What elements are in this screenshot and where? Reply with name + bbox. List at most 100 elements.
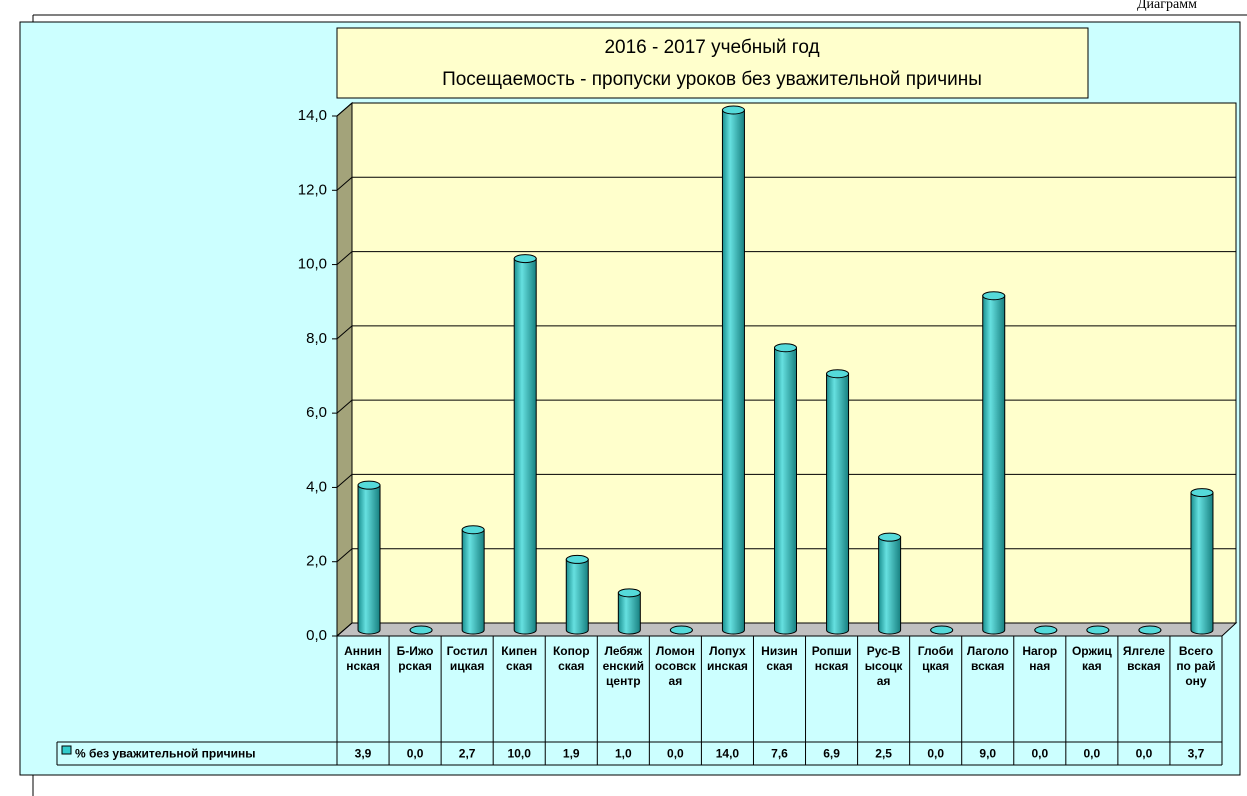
value-label: 0,0 <box>1084 747 1101 761</box>
value-label: 1,0 <box>615 747 632 761</box>
bar-top <box>1138 625 1162 635</box>
x-tick-label: Ломоносовская <box>654 644 696 688</box>
bar <box>878 536 902 635</box>
x-tick-label: Глобицкая <box>917 644 954 673</box>
grid-line-side <box>336 251 353 265</box>
bar-top <box>982 291 1006 301</box>
x-label-box: Рус-Высоцкая <box>865 644 903 688</box>
value-label: 2,5 <box>875 747 892 761</box>
x-label-box: Кипенская <box>501 644 538 673</box>
x-tick-label: Всего по району <box>1176 644 1216 688</box>
caption: Диаграмм <box>1137 0 1197 12</box>
value-label: 7,6 <box>771 747 788 761</box>
x-label-box: Ялгелевская <box>1122 644 1165 673</box>
value-label: 9,0 <box>979 747 996 761</box>
bar-top <box>461 525 485 535</box>
x-label-box: Ломоносовская <box>654 644 696 688</box>
y-tick-label: 2,0 <box>306 553 327 570</box>
value-label: 0,0 <box>1136 747 1153 761</box>
bar-top <box>513 254 537 264</box>
bar-top <box>617 588 641 598</box>
bar <box>617 592 641 635</box>
y-tick-label: 8,0 <box>306 330 327 347</box>
x-tick-label: Низинская <box>761 644 798 673</box>
value-label: 6,9 <box>823 747 840 761</box>
bar <box>565 558 589 635</box>
bar-top <box>565 554 589 564</box>
bar-top <box>930 625 954 635</box>
bar-top <box>1034 625 1058 635</box>
x-label-box: Глобицкая <box>917 644 954 673</box>
bar <box>1190 492 1214 635</box>
bar-top <box>357 480 381 490</box>
x-tick-label: Кипенская <box>501 644 538 673</box>
x-tick-label: Копорская <box>552 644 590 673</box>
grid-line-side <box>336 474 353 488</box>
bar <box>461 529 485 635</box>
x-label-box: Б-Ижорская <box>396 644 434 673</box>
value-label: 1,9 <box>563 747 580 761</box>
x-tick-label: Гостилицкая <box>446 644 488 673</box>
value-label: 0,0 <box>407 747 424 761</box>
x-label-box: Низинская <box>761 644 798 673</box>
x-tick-label: Ропшинская <box>811 644 852 673</box>
x-tick-label: Оржицкая <box>1071 644 1112 673</box>
value-label: 0,0 <box>667 747 684 761</box>
grid-line-side <box>336 399 353 414</box>
x-label-box: Копорская <box>552 644 590 673</box>
bar-top <box>409 625 433 635</box>
x-tick-label: Нагорная <box>1022 644 1058 673</box>
x-label-box: Гостилицкая <box>446 644 488 673</box>
x-label-box: Лопухинская <box>706 644 748 673</box>
value-label: 14,0 <box>716 747 740 761</box>
legend-label: % без уважительной причины <box>75 747 255 761</box>
x-tick-label: Б-Ижорская <box>396 644 434 673</box>
bar-top <box>878 532 902 542</box>
x-tick-label: Ялгелевская <box>1122 644 1165 673</box>
bar <box>982 295 1006 635</box>
value-label: 10,0 <box>508 747 532 761</box>
x-label-box: Нагорная <box>1022 644 1058 673</box>
y-tick-label: 14,0 <box>298 107 327 124</box>
grid-line-side <box>336 325 353 340</box>
x-label-box: Лебяженский центр <box>602 644 644 688</box>
bar <box>721 109 745 635</box>
side-wall <box>336 101 353 638</box>
bar-top <box>774 343 797 353</box>
bar <box>357 484 381 635</box>
y-tick-label: 12,0 <box>298 181 327 198</box>
grid-line-side <box>336 176 353 191</box>
legend-key <box>61 745 72 755</box>
x-label-box: Ропшинская <box>811 644 852 673</box>
bar-top <box>1190 488 1214 498</box>
chart-title: 2016 - 2017 учебный год <box>604 37 819 58</box>
title-box <box>336 27 1089 99</box>
x-label-box: Всего по району <box>1176 644 1216 688</box>
x-label-box: Анниннская <box>344 644 382 673</box>
bar-top <box>669 625 693 635</box>
bar <box>774 347 797 635</box>
x-tick-label: Анниннская <box>344 644 382 673</box>
x-tick-label: Лаголовская <box>966 644 1009 673</box>
value-label: 3,9 <box>355 747 372 761</box>
grid-line-side <box>336 622 353 637</box>
x-label-box: Оржицкая <box>1071 644 1112 673</box>
y-tick-label: 6,0 <box>306 404 327 421</box>
bar-top <box>721 105 745 115</box>
x-label-box: Лаголовская <box>966 644 1009 673</box>
value-label: 2,7 <box>459 747 476 761</box>
bar <box>826 373 850 635</box>
bar-top <box>1086 625 1110 635</box>
y-tick-label: 0,0 <box>306 627 327 644</box>
x-tick-label: Лебяженский центр <box>602 644 644 688</box>
x-tick-label: Лопухинская <box>706 644 748 673</box>
y-tick-label: 10,0 <box>298 256 327 273</box>
value-label: 0,0 <box>1031 747 1048 761</box>
value-label: 3,7 <box>1188 747 1205 761</box>
grid-line-side <box>336 548 353 563</box>
y-tick-label: 4,0 <box>306 478 327 495</box>
bar <box>513 258 537 635</box>
chart-subtitle: Посещаемость - пропуски уроков без уважи… <box>442 69 982 90</box>
